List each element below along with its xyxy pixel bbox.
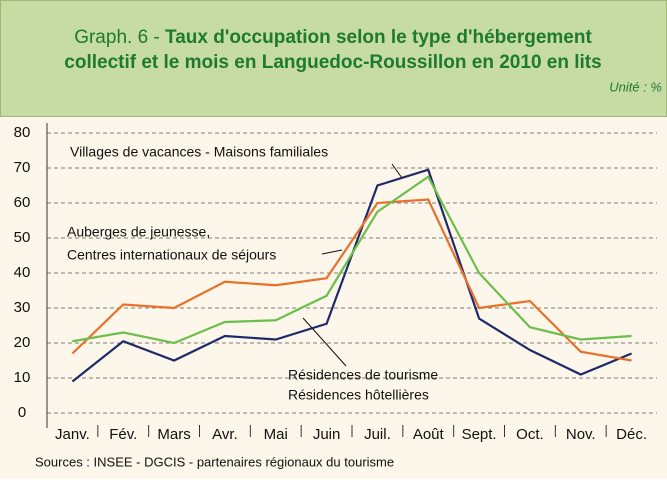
unit: Unité : %: [609, 79, 662, 94]
y-tick-label: 0: [18, 404, 26, 421]
header: [0, 0, 667, 117]
x-tick-label: Juil.: [364, 426, 391, 443]
x-tick-label: Sept.: [462, 426, 497, 443]
leader-line: [321, 249, 343, 255]
title-prefix: Graph. 6 -: [74, 27, 165, 48]
x-tick-label: Oct.: [516, 426, 544, 443]
x-tick-label: Mars: [157, 426, 190, 443]
series-label: Résidences hôtellières: [288, 387, 429, 403]
x-tick-label: Fév.: [109, 426, 137, 443]
title-line: collectif et le mois en Languedoc-Roussi…: [64, 52, 601, 73]
y-tick-label: 50: [14, 229, 31, 246]
y-tick-label: 70: [14, 159, 31, 176]
series-label: Villages de vacances - Maisons familiale…: [70, 144, 328, 160]
y-tick-label: 30: [14, 299, 31, 316]
y-tick-label: 20: [14, 334, 31, 351]
x-tick-label: Janv.: [55, 426, 90, 443]
x-tick-label: Déc.: [616, 426, 647, 443]
series-line: [72, 175, 632, 345]
x-tick-label: Juin: [313, 426, 341, 443]
y-tick-label: 10: [14, 369, 31, 386]
x-tick-label: Août: [413, 426, 445, 443]
x-tick-label: Mai: [264, 426, 288, 443]
title-line: Taux d'occupation selon le type d'héberg…: [165, 27, 592, 48]
source: Sources : INSEE - DGCIS - partenaires ré…: [35, 454, 394, 469]
y-tick-label: 80: [14, 124, 31, 141]
series-label: Résidences de tourisme: [288, 367, 438, 383]
series-line: [71, 198, 632, 362]
chart-title: Graph. 6 - Taux d'occupation selon le ty…: [74, 27, 592, 48]
y-tick-label: 60: [14, 194, 31, 211]
y-tick-label: 40: [14, 264, 31, 281]
x-tick-label: Nov.: [566, 426, 596, 443]
series-label: Centres internationaux de séjours: [67, 247, 276, 263]
leader-line: [391, 163, 403, 179]
series-label: Auberges de jeunesse,: [67, 224, 210, 240]
x-tick-label: Avr.: [212, 426, 238, 443]
leader-line: [302, 317, 347, 367]
